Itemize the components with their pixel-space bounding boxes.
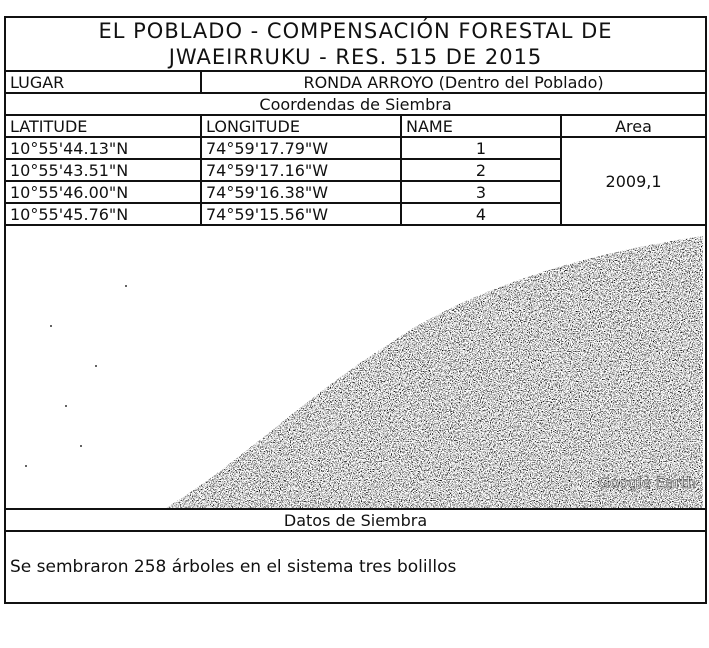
watermark: Google Earth xyxy=(598,474,696,492)
column-header: LATITUDE xyxy=(5,115,201,137)
cell: 4 xyxy=(401,203,561,225)
column-header: LONGITUDE xyxy=(201,115,401,137)
cell: 10°55'46.00"N xyxy=(5,181,201,203)
cell: 74°59'15.56"W xyxy=(201,203,401,225)
satellite-image: Google Earth xyxy=(6,226,703,508)
cell: 1 xyxy=(401,137,561,159)
planting-text: Se sembraron 258 árboles en el sistema t… xyxy=(5,531,706,603)
location-value: RONDA ARROYO (Dentro del Poblado) xyxy=(201,71,706,93)
title-line: JWAEIRRUKU - RES. 515 DE 2015 xyxy=(5,44,706,71)
title-line: EL POBLADO - COMPENSACIÓN FORESTAL DE xyxy=(5,17,706,44)
cell: 3 xyxy=(401,181,561,203)
cell: 74°59'17.16"W xyxy=(201,159,401,181)
cell: 74°59'16.38"W xyxy=(201,181,401,203)
column-header: Area xyxy=(561,115,706,137)
location-label: LUGAR xyxy=(5,71,201,93)
section-title: Coordendas de Siembra xyxy=(5,93,706,115)
form-table: EL POBLADO - COMPENSACIÓN FORESTAL DE JW… xyxy=(4,16,707,604)
section-title: Datos de Siembra xyxy=(5,509,706,531)
cell: 10°55'44.13"N xyxy=(5,137,201,159)
satellite-image-cell: Google Earth xyxy=(5,225,706,509)
area-value: 2009,1 xyxy=(561,137,706,225)
cell: 2 xyxy=(401,159,561,181)
column-header: NAME xyxy=(401,115,561,137)
page: EL POBLADO - COMPENSACIÓN FORESTAL DE JW… xyxy=(0,0,709,648)
cell: 10°55'45.76"N xyxy=(5,203,201,225)
cell: 10°55'43.51"N xyxy=(5,159,201,181)
cell: 74°59'17.79"W xyxy=(201,137,401,159)
